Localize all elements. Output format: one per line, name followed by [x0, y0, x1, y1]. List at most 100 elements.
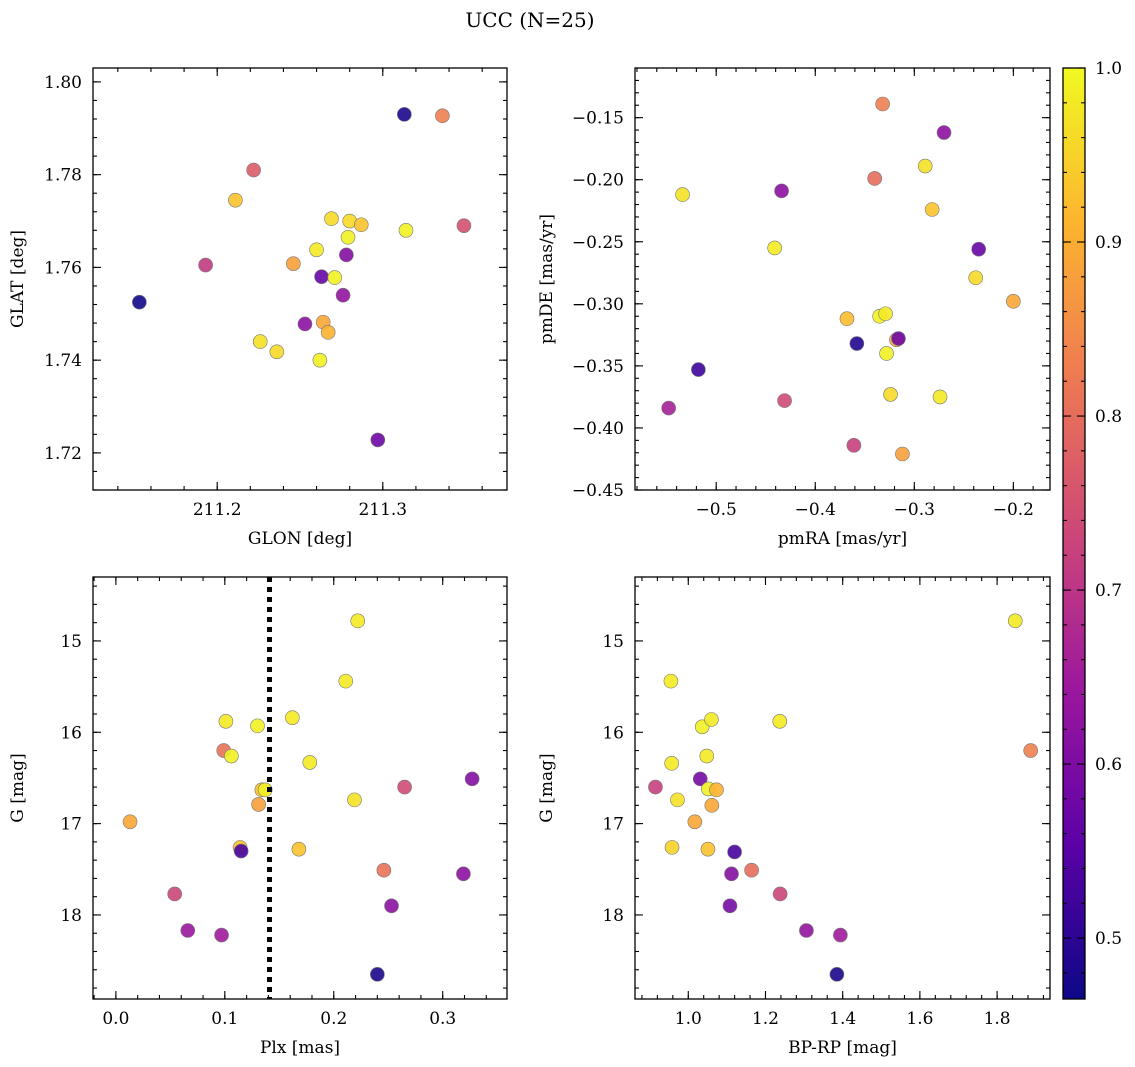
y-tick-label: −0.45: [572, 481, 624, 501]
x-tick-label: 1.2: [752, 1009, 779, 1029]
scatter-point: [891, 331, 906, 346]
scatter-point: [777, 393, 792, 408]
scatter-point: [878, 306, 893, 322]
colorbar-gradient: [1063, 68, 1085, 999]
scatter-point: [339, 247, 354, 263]
scatter-point: [338, 673, 354, 689]
scatter-point: [286, 256, 301, 271]
y-tick-label: 1.72: [44, 444, 82, 464]
y-tick-label: −0.15: [572, 109, 624, 129]
scatter-point: [661, 400, 676, 416]
scatter-point: [180, 923, 196, 938]
scatter-point: [924, 202, 940, 217]
scatter-points: [132, 107, 472, 448]
scatter-point: [767, 240, 782, 256]
scatter-point: [722, 898, 738, 914]
y-tick-label: 1.74: [44, 351, 82, 371]
scatter-point: [867, 171, 882, 186]
scatter-point: [664, 840, 680, 855]
scatter-point: [340, 229, 356, 245]
scatter-point: [727, 844, 742, 860]
scatter-point: [675, 187, 690, 202]
scatter-point: [370, 967, 385, 982]
scatter-point: [435, 108, 450, 124]
scatter-point: [700, 841, 716, 857]
colorbar-tick-label: 0.7: [1095, 581, 1122, 601]
panel-glon-glat: 211.2 211.3 1.72 1.74 1.76 1.78 1.80 GLON [deg]…: [8, 67, 508, 549]
scatter-point: [648, 779, 663, 795]
y-tick-label: 1.80: [44, 73, 82, 93]
scatter-point: [285, 710, 300, 725]
scatter-point: [269, 344, 285, 360]
x-tick-label: 211.3: [358, 500, 407, 520]
scatter-point: [456, 866, 471, 882]
scatter-point: [251, 797, 266, 812]
scatter-point: [846, 438, 862, 453]
scatter-point: [350, 613, 366, 629]
scatter-point: [327, 270, 343, 285]
scatter-point: [312, 352, 328, 368]
scatter-point: [936, 125, 952, 140]
scatter-point: [320, 325, 336, 340]
y-tick-label: 16: [602, 723, 624, 743]
y-axis-label: G [mag]: [8, 753, 28, 822]
colorbar: 0.5 0.6 0.7 0.8 0.9 1.0: [1062, 59, 1122, 1000]
y-tick-label: 15: [602, 632, 624, 652]
x-tick-label: 0.0: [102, 1009, 129, 1029]
scatter-point: [456, 218, 472, 233]
scatter-point: [704, 712, 719, 727]
scatter-point: [1006, 294, 1021, 309]
x-tick-label: 0.1: [211, 1009, 238, 1029]
scatter-point: [839, 311, 855, 327]
scatter-point: [699, 748, 715, 764]
y-tick-label: −0.25: [572, 233, 624, 253]
colorbar-tick-label: 0.5: [1095, 929, 1122, 949]
scatter-point: [347, 792, 362, 808]
scatter-point: [214, 927, 229, 943]
scatter-point: [692, 771, 708, 787]
colorbar-tick-label: 0.9: [1095, 233, 1122, 253]
scatter-point: [691, 362, 706, 377]
scatter-point: [663, 673, 679, 689]
scatter-points: [648, 613, 1038, 982]
scatter-points: [661, 96, 1021, 462]
panel-plx-g: 0.0 0.1 0.2 0.3 15 16 17 18 Plx [mas] G [mag]: [8, 576, 508, 1058]
x-tick-label: 1.0: [675, 1009, 702, 1029]
scatter-point: [744, 862, 759, 878]
y-axis-label: pmDE [mas/yr]: [537, 214, 557, 344]
y-tick-label: −0.30: [572, 295, 624, 315]
scatter-point: [670, 792, 685, 808]
scatter-point: [932, 389, 948, 405]
x-tick-label: 211.2: [193, 500, 242, 520]
x-tick-label: 0.2: [320, 1009, 347, 1029]
x-tick-label: −0.4: [795, 500, 836, 520]
scatter-point: [829, 967, 845, 982]
x-axis-label: pmRA [mas/yr]: [778, 529, 907, 549]
scatter-point: [198, 257, 213, 273]
scatter-point: [370, 432, 386, 448]
scatter-point: [218, 714, 234, 729]
scatter-point: [895, 446, 910, 462]
scatter-point: [257, 782, 273, 798]
x-axis-label: BP-RP [mag]: [788, 1038, 897, 1058]
scatter-point: [302, 755, 318, 770]
figure-title: UCC (N=25): [465, 8, 594, 32]
colorbar-tick-label: 0.8: [1095, 407, 1122, 427]
x-axis-label: GLON [deg]: [248, 529, 352, 549]
scatter-point: [132, 294, 147, 310]
scatter-point: [833, 927, 848, 943]
y-tick-label: 17: [60, 815, 82, 835]
scatter-point: [335, 287, 351, 303]
y-axis-label: GLAT [deg]: [8, 230, 28, 328]
scatter-point: [224, 748, 239, 764]
panel-frame: [634, 67, 1051, 491]
scatter-point: [917, 158, 933, 174]
scatter-point: [464, 771, 480, 787]
scatter-point: [772, 886, 788, 902]
scatter-points: [122, 613, 480, 982]
y-tick-label: 16: [60, 723, 82, 743]
x-tick-label: −0.2: [993, 500, 1034, 520]
x-tick-label: 1.8: [984, 1009, 1011, 1029]
scatter-point: [309, 242, 324, 258]
scatter-point: [291, 841, 307, 857]
